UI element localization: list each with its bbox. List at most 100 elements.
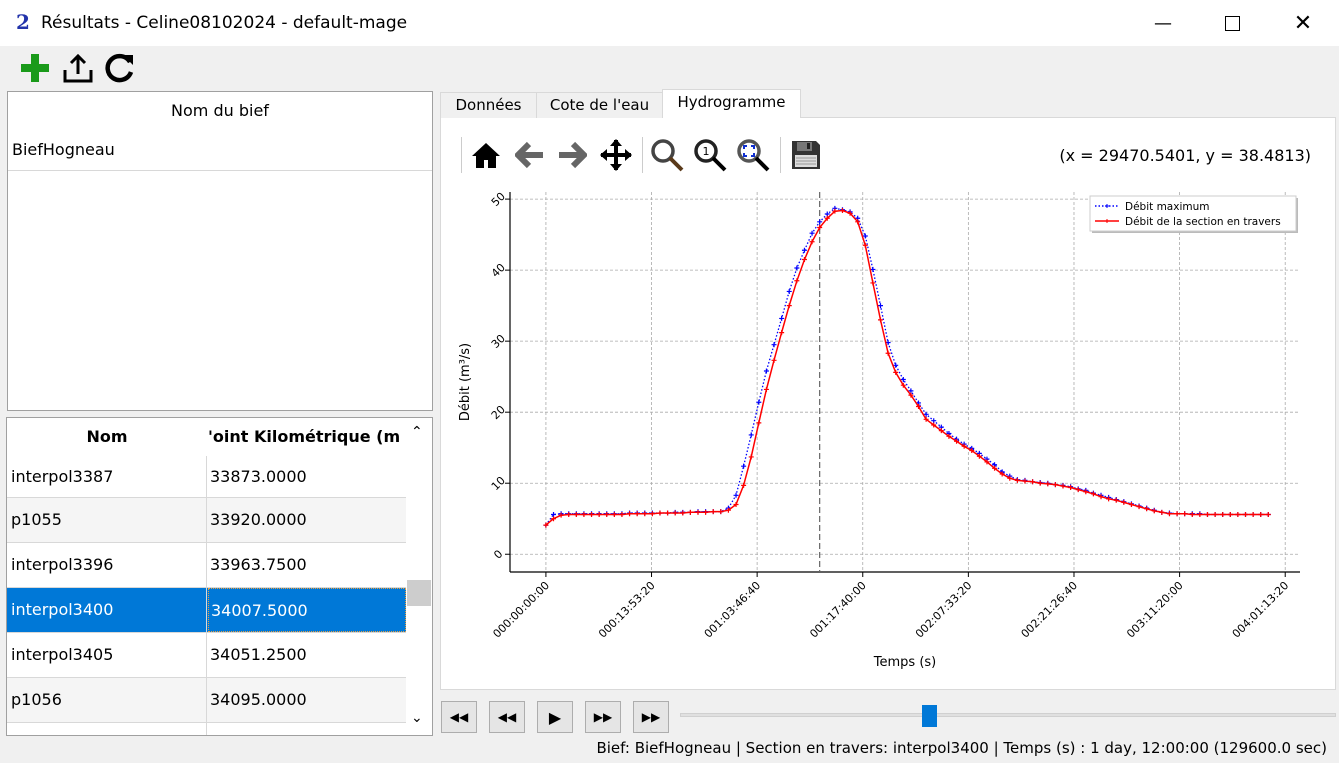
data-point-1: [839, 207, 845, 213]
scroll-up-icon[interactable]: ⌃: [411, 424, 423, 440]
x-tick-label: 002:07:33:20: [913, 579, 975, 641]
back-icon[interactable]: [511, 135, 549, 175]
data-point-1: [725, 507, 731, 513]
data-point-1: [672, 510, 678, 516]
data-point-1: [1212, 511, 1218, 517]
table-row-selected[interactable]: interpol3400 34007.5000: [7, 588, 406, 633]
rewind-button[interactable]: ◀◀: [489, 701, 525, 733]
legend-label: Débit maximum: [1125, 201, 1210, 213]
data-point-1: [566, 511, 572, 517]
hydrogram-chart[interactable]: 000:00:00:00 000:13:53:20 001:03:46:40 001:…: [441, 178, 1335, 688]
status-bar: Bief: BiefHogneau | Section en travers: …: [596, 739, 1327, 757]
reload-icon[interactable]: [104, 52, 136, 84]
table-row[interactable]: interpol3396 33963.7500: [7, 543, 406, 588]
add-icon[interactable]: [19, 52, 51, 84]
data-point-1: [931, 422, 937, 428]
table-row[interactable]: interpol3405 34051.2500: [7, 633, 406, 678]
play-icon: ▶: [548, 707, 562, 727]
column-header-pk[interactable]: 'oint Kilométrique (m: [208, 418, 406, 456]
cell-pk: 34007.5000: [208, 588, 406, 632]
scroll-thumb[interactable]: [407, 580, 431, 606]
data-point-1: [847, 210, 853, 216]
first-button[interactable]: ◀◀: [441, 701, 477, 733]
legend-label: Débit de la section en travers: [1125, 216, 1281, 228]
data-point-1: [794, 278, 800, 284]
data-point-1: [665, 510, 671, 516]
data-point-1: [604, 511, 610, 517]
time-slider-handle[interactable]: [921, 705, 937, 727]
window-title: Résultats - Celine08102024 - default-mag…: [41, 13, 408, 33]
bief-list-item[interactable]: BiefHogneau: [8, 129, 432, 171]
table-scrollbar[interactable]: ⌃ ⌄: [406, 418, 432, 735]
y-tick-label: 30: [489, 332, 508, 351]
x-tick-label: 004:01:13:20: [1230, 579, 1292, 641]
data-point-1: [1136, 504, 1142, 510]
table-row[interactable]: p1056 34095.0000: [7, 678, 406, 723]
legend-marker: [1105, 219, 1109, 223]
y-tick-label: 40: [489, 261, 508, 280]
save-icon[interactable]: [787, 135, 825, 175]
zoom-fit-icon[interactable]: [734, 135, 772, 175]
data-point-1: [1220, 511, 1226, 517]
cursor-coordinates: (x = 29470.5401, y = 38.4813): [1059, 146, 1311, 165]
fast-forward-button[interactable]: ▶▶: [585, 701, 621, 733]
sections-table: Nom 'oint Kilométrique (m interpol3387 33…: [6, 417, 433, 736]
data-point-0: [748, 432, 754, 438]
data-point-1: [1258, 511, 1264, 517]
cell-name: p1056: [7, 678, 207, 722]
data-point-1: [748, 454, 754, 460]
data-point-1: [581, 511, 587, 517]
data-point-0: [779, 315, 785, 321]
table-row[interactable]: p1055 33920.0000: [7, 498, 406, 543]
data-point-1: [1227, 511, 1233, 517]
table-row[interactable]: interpol3387 33873.0000: [7, 456, 406, 498]
data-point-1: [1113, 497, 1119, 503]
x-tick-label: 000:00:00:00: [490, 579, 552, 641]
data-point-1: [573, 511, 579, 517]
data-point-1: [885, 350, 891, 356]
maximize-button[interactable]: [1209, 0, 1255, 46]
data-point-1: [801, 256, 807, 262]
pan-icon[interactable]: [597, 135, 635, 175]
zoom-1-icon[interactable]: 1: [691, 135, 729, 175]
toolbar-separator: [780, 137, 781, 173]
data-point-0: [824, 211, 830, 217]
data-point-1: [695, 509, 701, 515]
data-point-1: [1052, 482, 1058, 488]
data-point-1: [649, 511, 655, 517]
data-point-0: [763, 368, 769, 374]
data-point-0: [741, 463, 747, 469]
data-point-1: [1166, 511, 1172, 517]
data-point-1: [999, 471, 1005, 477]
home-icon[interactable]: [467, 135, 505, 175]
tab-cote-eau[interactable]: Cote de l'eau: [536, 92, 663, 118]
data-point-1: [1045, 481, 1051, 487]
data-point-1: [1182, 511, 1188, 517]
data-point-0: [862, 233, 868, 239]
minimize-button[interactable]: —: [1154, 12, 1172, 34]
cell-pk: 33920.0000: [210, 510, 307, 529]
cell-name: [7, 723, 207, 735]
last-button[interactable]: ▶▶: [633, 701, 669, 733]
x-tick-label: 002:21:26:40: [1019, 579, 1081, 641]
tab-hydrogramme[interactable]: Hydrogramme: [662, 89, 801, 118]
tab-donnees[interactable]: Données: [440, 92, 537, 118]
column-header-nom[interactable]: Nom: [7, 418, 207, 456]
table-row[interactable]: [7, 723, 406, 735]
data-point-0: [900, 377, 906, 383]
x-axis-label: Temps (s): [873, 655, 936, 670]
data-point-1: [1151, 508, 1157, 514]
zoom-icon[interactable]: [648, 135, 686, 175]
data-point-1: [558, 512, 564, 518]
scroll-down-icon[interactable]: ⌄: [411, 710, 423, 726]
time-slider[interactable]: [680, 713, 1336, 717]
data-point-1: [893, 369, 899, 375]
series-line-1: [545, 209, 1269, 526]
last-icon: ▶▶: [641, 710, 661, 724]
forward-icon[interactable]: [553, 135, 591, 175]
close-button[interactable]: ✕: [1293, 10, 1313, 36]
export-icon[interactable]: [62, 52, 94, 84]
play-button[interactable]: ▶: [537, 701, 573, 733]
data-point-1: [1243, 511, 1249, 517]
data-point-1: [961, 443, 967, 449]
